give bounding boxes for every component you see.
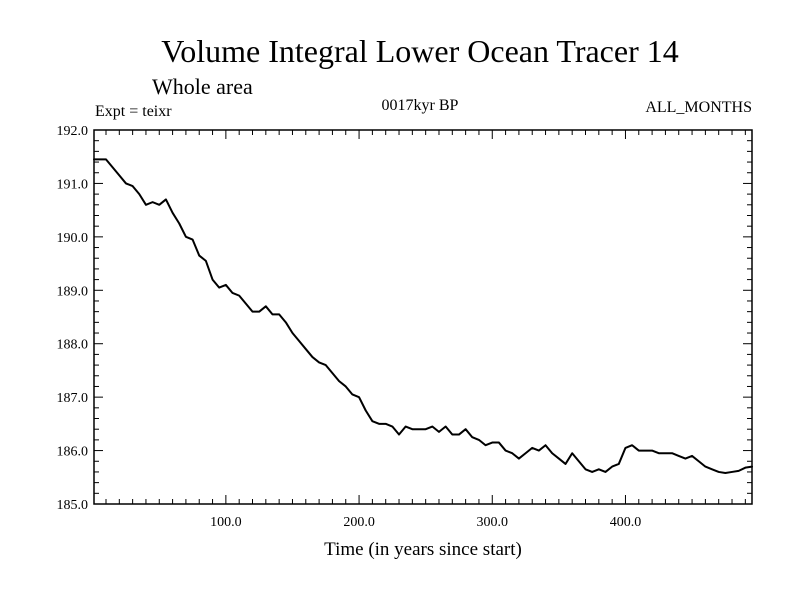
x-tick-label: 300.0 bbox=[477, 515, 509, 530]
x-tick-label: 400.0 bbox=[610, 515, 642, 530]
tick-label-layer: 185.0 186.0 187.0 188.0 189.0 190.0 191.0 192.0… bbox=[57, 124, 642, 530]
chart-title: Volume Integral Lower Ocean Tracer 14 bbox=[161, 33, 678, 69]
y-tick-label: 185.0 bbox=[57, 498, 89, 513]
plot-frame bbox=[93, 129, 753, 505]
y-tick-label: 186.0 bbox=[57, 445, 89, 460]
y-tick-label: 192.0 bbox=[57, 124, 89, 139]
y-tick-label: 191.0 bbox=[57, 177, 89, 192]
period-label: 0017kyr BP bbox=[382, 97, 459, 114]
tick-layer bbox=[94, 129, 752, 505]
expt-label: Expt = teixr bbox=[95, 103, 172, 120]
months-label: ALL_MONTHS bbox=[645, 99, 752, 116]
x-tick-label: 100.0 bbox=[210, 515, 242, 530]
series-line-0 bbox=[93, 158, 753, 475]
y-tick-label: 189.0 bbox=[57, 284, 89, 299]
series-layer bbox=[93, 158, 753, 475]
x-tick-label: 200.0 bbox=[343, 515, 375, 530]
y-tick-label: 188.0 bbox=[57, 338, 89, 353]
x-axis-label: Time (in years since start) bbox=[324, 539, 522, 560]
chart-subtitle: Whole area bbox=[152, 74, 253, 99]
y-tick-label: 190.0 bbox=[57, 231, 89, 246]
y-tick-label: 187.0 bbox=[57, 391, 89, 406]
